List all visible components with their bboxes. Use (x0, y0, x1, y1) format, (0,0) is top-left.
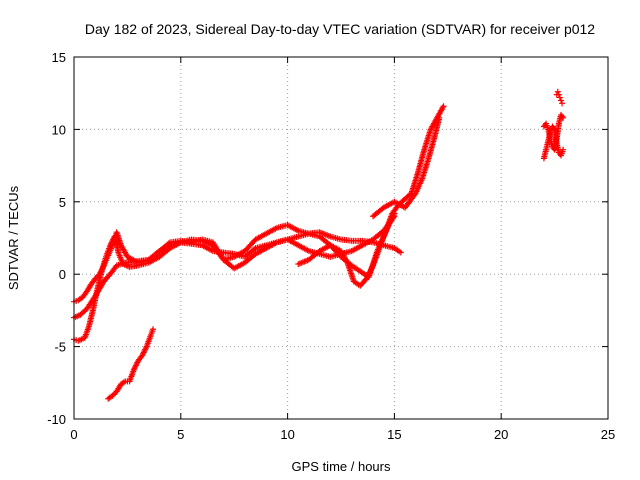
x-tick-label: 15 (387, 427, 401, 442)
chart-title: Day 182 of 2023, Sidereal Day-to-day VTE… (85, 21, 595, 37)
x-tick-label: 20 (494, 427, 508, 442)
data-point (436, 114, 443, 121)
data-point (558, 97, 565, 104)
y-tick-label: 5 (59, 195, 66, 210)
data-point (555, 91, 562, 98)
data-point (397, 249, 404, 256)
y-tick-label: -10 (47, 412, 66, 427)
data-point (554, 88, 561, 95)
data-point (560, 114, 567, 121)
data-point-fill (251, 246, 258, 253)
x-tick-label: 0 (70, 427, 77, 442)
y-axis-label: SDTVAR / TECUs (6, 185, 21, 290)
x-tick-label: 10 (280, 427, 294, 442)
y-tick-label: 0 (59, 267, 66, 282)
y-tick-label: -5 (54, 340, 66, 355)
x-tick-label: 25 (601, 427, 615, 442)
y-tick-label: 15 (52, 50, 66, 65)
data-points (71, 88, 567, 402)
data-point (560, 146, 567, 153)
plot-frame (73, 56, 609, 420)
x-axis-label: GPS time / hours (292, 459, 391, 474)
data-point (440, 103, 447, 110)
x-tick-label: 5 (177, 427, 184, 442)
y-tick-label: 10 (52, 122, 66, 137)
data-point (556, 94, 563, 101)
data-point (559, 100, 566, 107)
data-point-fill (165, 240, 172, 247)
axis-ticks: 0 5 10 15 20 25 -10 -5 0 5 10 15 (47, 50, 615, 442)
data-point (150, 326, 157, 333)
